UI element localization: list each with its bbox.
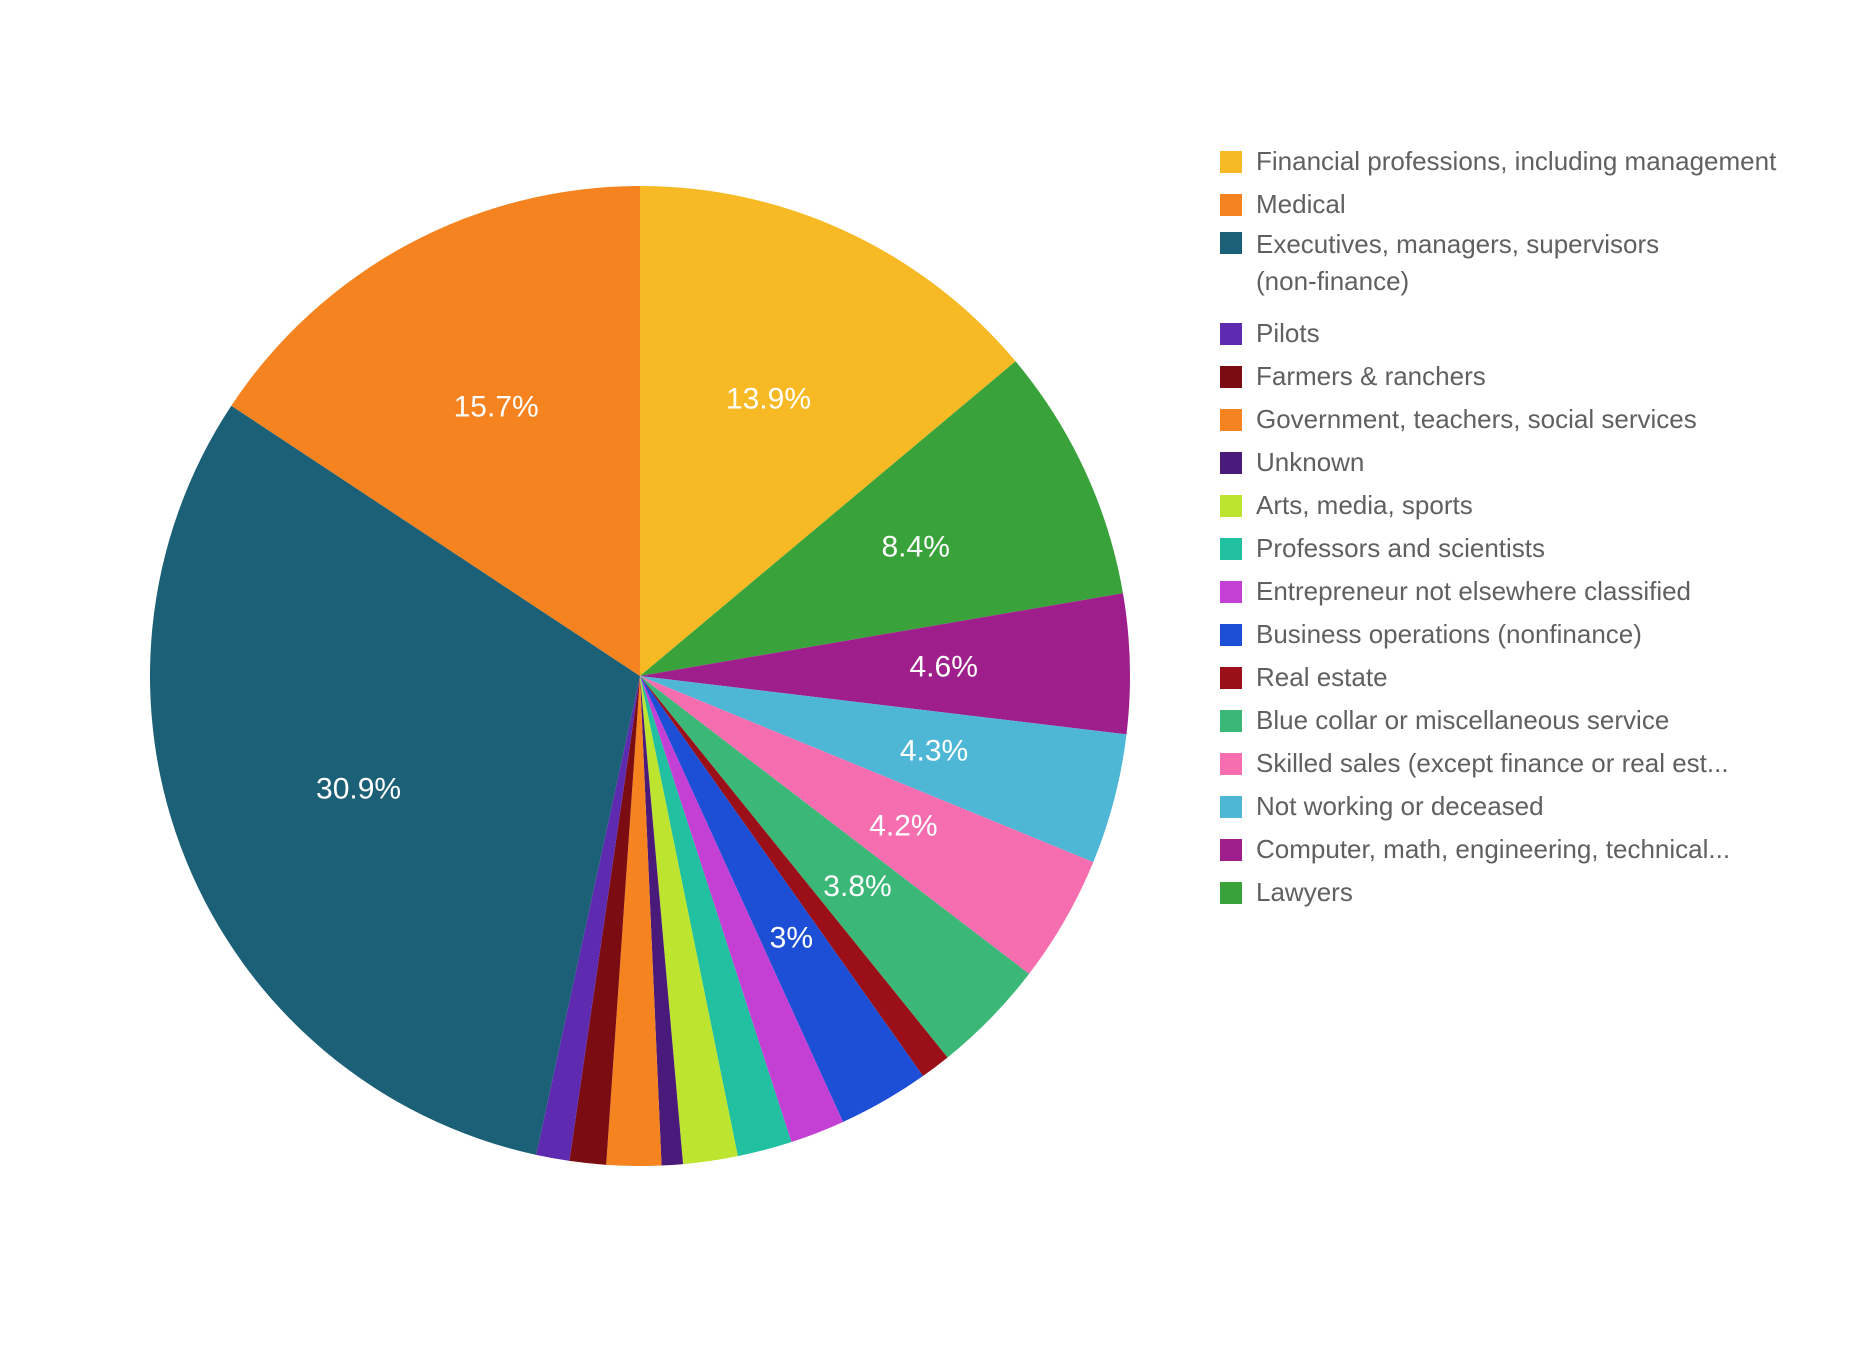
legend-item: Arts, media, sports [1220, 484, 1776, 527]
legend-item: Government, teachers, social services [1220, 398, 1776, 441]
legend-swatch [1220, 232, 1242, 254]
legend-swatch [1220, 366, 1242, 388]
slice-label: 4.6% [910, 650, 978, 683]
slice-label: 3.8% [823, 870, 891, 903]
legend-item: Professors and scientists [1220, 527, 1776, 570]
legend-label: Unknown [1256, 444, 1364, 481]
pie-chart: 13.9% 8.4% 4.6% 4.3% 4.2% 3.8% 3% 30.9% 15.7% [148, 184, 1132, 1168]
legend-swatch [1220, 323, 1242, 345]
legend-label: Computer, math, engineering, technical..… [1256, 831, 1730, 868]
legend: Financial professions, including managem… [1220, 140, 1776, 914]
legend-label: Government, teachers, social services [1256, 401, 1697, 438]
legend-label: Pilots [1256, 315, 1320, 352]
legend-swatch [1220, 452, 1242, 474]
legend-label: Medical [1256, 186, 1346, 223]
chart-stage: 13.9% 8.4% 4.6% 4.3% 4.2% 3.8% 3% 30.9% 15.7% Fi… [0, 0, 1852, 1352]
legend-swatch [1220, 151, 1242, 173]
legend-label: Lawyers [1256, 874, 1353, 911]
legend-item: Lawyers [1220, 871, 1776, 914]
legend-item: Financial professions, including managem… [1220, 140, 1776, 183]
legend-swatch [1220, 624, 1242, 646]
legend-label: Financial professions, including managem… [1256, 143, 1776, 180]
legend-swatch [1220, 796, 1242, 818]
legend-swatch [1220, 581, 1242, 603]
legend-label: Skilled sales (except finance or real es… [1256, 745, 1729, 782]
legend-item: Pilots [1220, 312, 1776, 355]
legend-label: Executives, managers, supervisors (non-f… [1256, 226, 1659, 300]
legend-swatch [1220, 409, 1242, 431]
legend-item: Entrepreneur not elsewhere classified [1220, 570, 1776, 613]
legend-item: Not working or deceased [1220, 785, 1776, 828]
legend-item: Real estate [1220, 656, 1776, 699]
legend-swatch [1220, 538, 1242, 560]
legend-label: Not working or deceased [1256, 788, 1544, 825]
legend-item: Unknown [1220, 441, 1776, 484]
legend-label: Arts, media, sports [1256, 487, 1473, 524]
legend-swatch [1220, 710, 1242, 732]
legend-item: Medical [1220, 183, 1776, 226]
legend-label: Business operations (nonfinance) [1256, 616, 1642, 653]
legend-swatch [1220, 194, 1242, 216]
legend-swatch [1220, 753, 1242, 775]
slice-label: 8.4% [881, 530, 949, 563]
slice-label: 4.2% [869, 809, 937, 842]
slice-label: 3% [770, 921, 813, 954]
slice-label: 13.9% [726, 383, 811, 416]
legend-swatch [1220, 882, 1242, 904]
legend-item: Farmers & ranchers [1220, 355, 1776, 398]
slice-label: 15.7% [454, 390, 539, 423]
legend-label: Farmers & ranchers [1256, 358, 1486, 395]
legend-swatch [1220, 667, 1242, 689]
slice-label: 4.3% [900, 734, 968, 767]
legend-item: Business operations (nonfinance) [1220, 613, 1776, 656]
legend-item: Skilled sales (except finance or real es… [1220, 742, 1776, 785]
legend-label: Real estate [1256, 659, 1388, 696]
legend-item: Executives, managers, supervisors (non-f… [1220, 226, 1776, 312]
legend-swatch [1220, 495, 1242, 517]
legend-item: Computer, math, engineering, technical..… [1220, 828, 1776, 871]
legend-label: Blue collar or miscellaneous service [1256, 702, 1669, 739]
legend-label: Entrepreneur not elsewhere classified [1256, 573, 1691, 610]
legend-item: Blue collar or miscellaneous service [1220, 699, 1776, 742]
slice-label: 30.9% [316, 772, 401, 805]
legend-swatch [1220, 839, 1242, 861]
legend-label: Professors and scientists [1256, 530, 1545, 567]
